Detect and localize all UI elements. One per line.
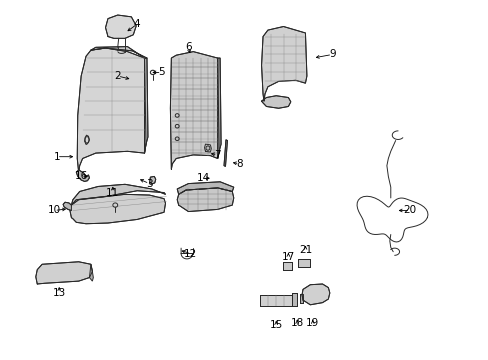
Polygon shape <box>177 182 233 194</box>
Polygon shape <box>91 46 147 58</box>
Text: 6: 6 <box>185 42 191 52</box>
Polygon shape <box>77 48 146 173</box>
Text: 2: 2 <box>114 71 121 81</box>
Text: 21: 21 <box>298 245 311 255</box>
Polygon shape <box>302 284 329 305</box>
Polygon shape <box>261 96 290 108</box>
Polygon shape <box>298 259 310 267</box>
Text: 13: 13 <box>53 288 66 298</box>
Text: 15: 15 <box>269 320 282 330</box>
Polygon shape <box>177 188 233 212</box>
Text: 17: 17 <box>281 252 294 262</box>
Polygon shape <box>292 293 297 306</box>
Text: 7: 7 <box>214 150 221 160</box>
Polygon shape <box>70 194 165 224</box>
Text: 18: 18 <box>290 319 303 328</box>
Text: 3: 3 <box>146 179 152 189</box>
Polygon shape <box>63 202 71 211</box>
Text: 5: 5 <box>158 67 164 77</box>
Text: 19: 19 <box>305 319 319 328</box>
Text: 8: 8 <box>236 159 243 169</box>
Polygon shape <box>76 170 89 181</box>
Polygon shape <box>300 294 303 303</box>
Text: 20: 20 <box>403 206 416 216</box>
Text: 14: 14 <box>196 173 209 183</box>
Polygon shape <box>224 140 227 166</box>
Text: 12: 12 <box>184 248 197 258</box>
Polygon shape <box>144 58 148 153</box>
Polygon shape <box>71 184 165 205</box>
Text: 4: 4 <box>134 19 140 29</box>
Polygon shape <box>36 262 92 284</box>
Polygon shape <box>149 176 156 184</box>
Polygon shape <box>217 58 221 158</box>
Polygon shape <box>282 262 292 270</box>
Polygon shape <box>260 296 292 306</box>
Text: 9: 9 <box>328 49 335 59</box>
Text: 10: 10 <box>48 206 61 216</box>
Polygon shape <box>89 264 93 281</box>
Polygon shape <box>261 27 306 101</box>
Text: 16: 16 <box>74 171 87 181</box>
Polygon shape <box>105 15 136 39</box>
Polygon shape <box>170 51 219 169</box>
Text: 1: 1 <box>53 152 60 162</box>
Text: 11: 11 <box>106 188 119 198</box>
